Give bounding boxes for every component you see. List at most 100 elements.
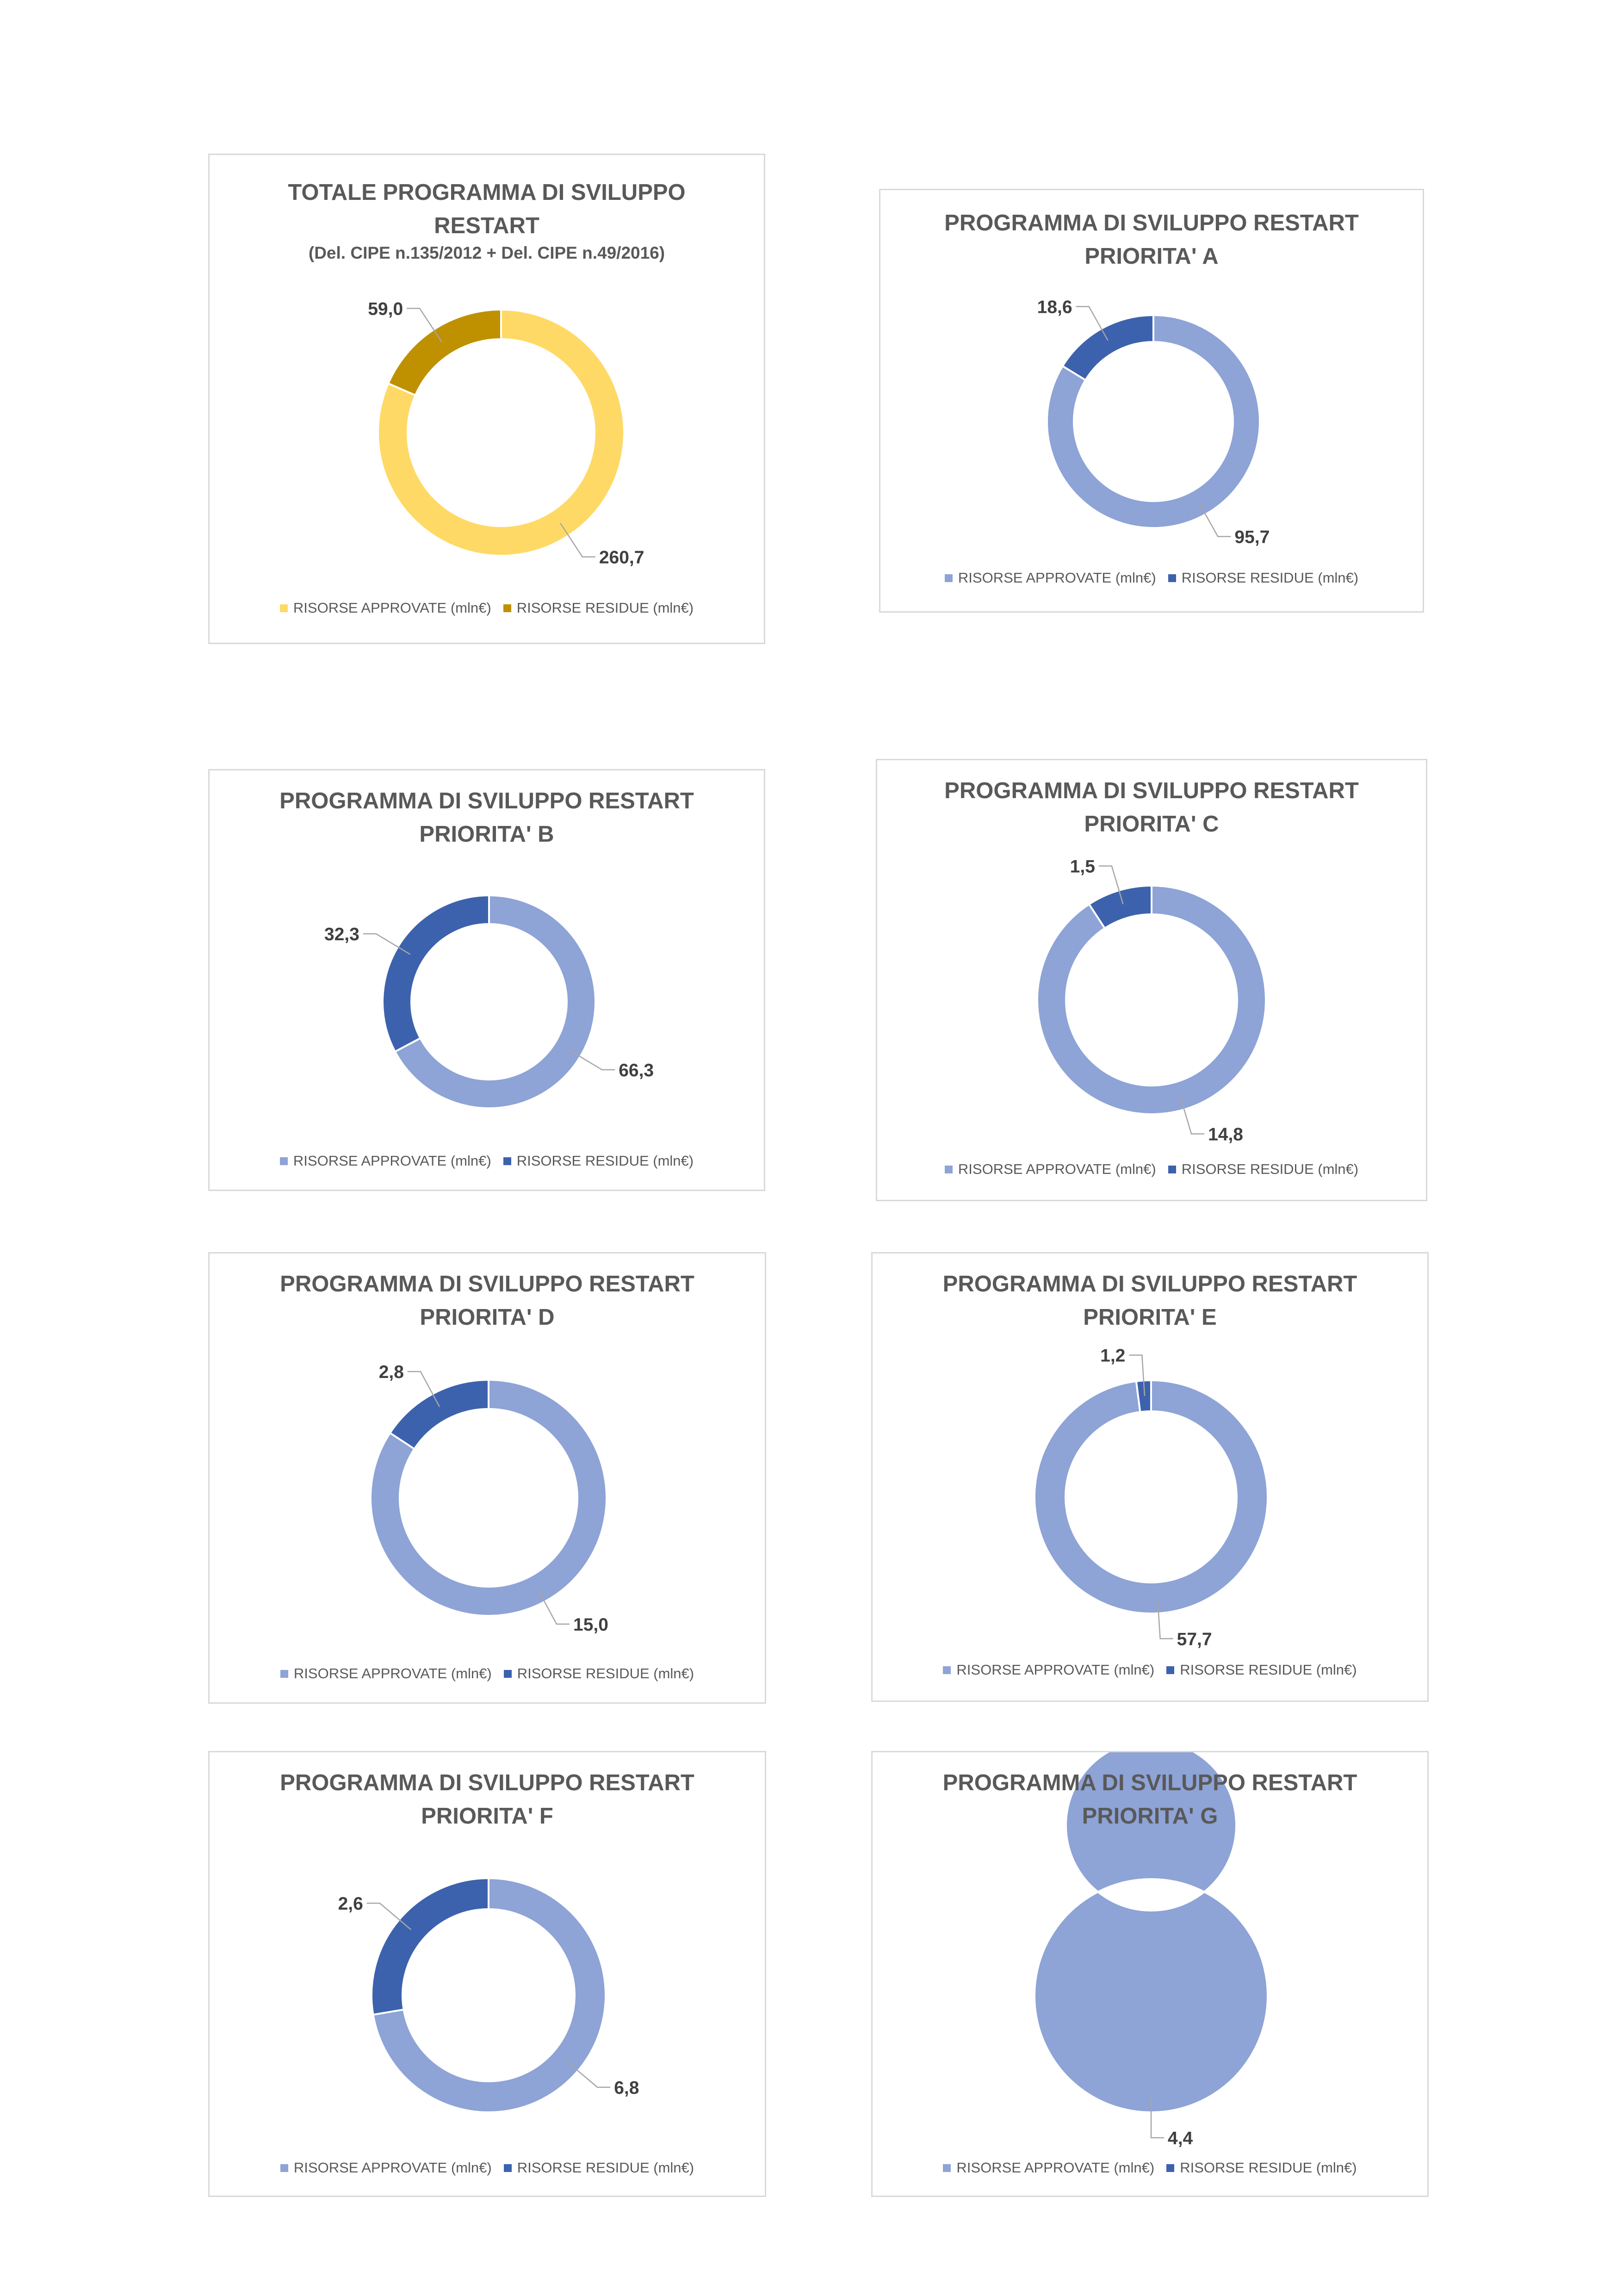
donut-chart-priorita-a: 95,7 18,6 xyxy=(1037,297,1270,547)
legend-swatch-residue xyxy=(503,2164,512,2172)
donut-slice-residue xyxy=(1061,314,1154,381)
data-label-residue: 1,5 xyxy=(1070,857,1095,877)
chart-title: PROGRAMMA DI SVILUPPO RESTART PRIORITA' … xyxy=(880,206,1423,273)
legend-swatch-residue xyxy=(503,604,511,612)
chart-title-line-1: PROGRAMMA DI SVILUPPO RESTART xyxy=(279,788,694,813)
chart-legend: RISORSE APPROVATE (mln€) RISORSE RESIDUE… xyxy=(210,1153,764,1169)
data-label-leader-line xyxy=(1179,1095,1205,1135)
data-label-residue: 2,8 xyxy=(379,1362,404,1382)
data-label-leader-line xyxy=(537,1589,570,1625)
legend-label-residue: RISORSE RESIDUE (mln€) xyxy=(1181,570,1359,586)
donut-slice-approvate xyxy=(1036,885,1267,1115)
legend-swatch-residue xyxy=(1166,2164,1175,2172)
legend-label-approvate: RISORSE APPROVATE (mln€) xyxy=(293,2159,492,2176)
legend-swatch-approvate xyxy=(279,1157,288,1165)
donut-slice-residue xyxy=(382,894,490,1053)
legend-item-approvate: RISORSE APPROVATE (mln€) xyxy=(943,1662,1154,1678)
chart-panel-priorita-d: 15,0 2,8 PROGRAMMA DI SVILUPPO RESTART PR… xyxy=(208,1252,766,1704)
donut-chart-totale: 260,7 59,0 xyxy=(368,299,644,568)
legend-item-residue: RISORSE RESIDUE (mln€) xyxy=(503,600,694,616)
legend-label-approvate: RISORSE APPROVATE (mln€) xyxy=(956,2159,1155,2176)
chart-title: PROGRAMMA DI SVILUPPO RESTART PRIORITA' … xyxy=(873,1766,1427,1833)
data-label-approvate: 57,7 xyxy=(1177,1629,1212,1649)
legend-item-approvate: RISORSE APPROVATE (mln€) xyxy=(944,1161,1156,1178)
donut-chart-priorita-c: 14,8 1,5 xyxy=(1036,857,1267,1144)
chart-title: TOTALE PROGRAMMA DI SVILUPPO RESTART xyxy=(210,176,764,242)
legend-item-residue: RISORSE RESIDUE (mln€) xyxy=(503,1665,694,1682)
legend-swatch-approvate xyxy=(944,1165,953,1173)
donut-chart-priorita-g: 4,4 xyxy=(1033,1752,1269,2148)
legend-item-residue: RISORSE RESIDUE (mln€) xyxy=(1168,570,1358,586)
data-label-residue: 18,6 xyxy=(1037,297,1072,317)
data-label-leader-line xyxy=(1198,502,1231,537)
data-label-leader-line xyxy=(1150,2097,1164,2139)
chart-title-line-2: RESTART xyxy=(434,213,539,238)
legend-label-approvate: RISORSE APPROVATE (mln€) xyxy=(293,1665,492,1682)
chart-subtitle: (Del. CIPE n.135/2012 + Del. CIPE n.49/2… xyxy=(308,243,665,262)
donut-slice-residue xyxy=(387,309,502,397)
data-label-leader-line xyxy=(560,523,595,558)
data-label-leader-line xyxy=(1157,1597,1173,1639)
data-label-leader-line xyxy=(1129,1354,1146,1396)
legend-label-residue: RISORSE RESIDUE (mln€) xyxy=(517,2159,694,2176)
chart-title-line-2: PRIORITA' E xyxy=(1083,1305,1217,1330)
chart-legend: RISORSE APPROVATE (mln€) RISORSE RESIDUE… xyxy=(880,570,1423,586)
legend-swatch-approvate xyxy=(280,2164,288,2172)
legend-item-residue: RISORSE RESIDUE (mln€) xyxy=(503,2159,694,2176)
legend-label-approvate: RISORSE APPROVATE (mln€) xyxy=(956,1662,1155,1678)
data-label-approvate: 66,3 xyxy=(619,1061,654,1080)
data-label-approvate: 4,4 xyxy=(1168,2128,1193,2148)
data-label-approvate: 14,8 xyxy=(1208,1124,1243,1144)
donut-slice-approvate xyxy=(1046,314,1261,529)
chart-title-line-2: PRIORITA' B xyxy=(419,822,554,847)
legend-item-approvate: RISORSE APPROVATE (mln€) xyxy=(943,2159,1154,2176)
chart-title: PROGRAMMA DI SVILUPPO RESTART PRIORITA' … xyxy=(210,1267,765,1334)
data-label-approvate: 15,0 xyxy=(573,1615,608,1635)
legend-item-residue: RISORSE RESIDUE (mln€) xyxy=(503,1153,694,1169)
data-label-approvate: 260,7 xyxy=(599,548,644,568)
chart-panel-priorita-b: 66,3 32,3 PROGRAMMA DI SVILUPPO RESTART P… xyxy=(208,769,765,1191)
legend-item-approvate: RISORSE APPROVATE (mln€) xyxy=(280,2159,492,2176)
legend-item-approvate: RISORSE APPROVATE (mln€) xyxy=(944,570,1156,586)
legend-label-approvate: RISORSE APPROVATE (mln€) xyxy=(958,570,1156,586)
chart-title-line-1: PROGRAMMA DI SVILUPPO RESTART xyxy=(944,778,1359,803)
legend-label-residue: RISORSE RESIDUE (mln€) xyxy=(1180,1662,1357,1678)
legend-item-residue: RISORSE RESIDUE (mln€) xyxy=(1166,2159,1357,2176)
chart-panel-priorita-c: 14,8 1,5 PROGRAMMA DI SVILUPPO RESTART PR… xyxy=(876,759,1427,1201)
chart-title-line-2: PRIORITA' A xyxy=(1084,244,1219,269)
legend-label-residue: RISORSE RESIDUE (mln€) xyxy=(516,1153,694,1169)
data-label-residue: 1,2 xyxy=(1100,1346,1125,1366)
legend-label-residue: RISORSE RESIDUE (mln€) xyxy=(1180,2159,1357,2176)
donut-slice-residue xyxy=(389,1379,489,1450)
legend-item-approvate: RISORSE APPROVATE (mln€) xyxy=(280,1665,492,1682)
legend-swatch-residue xyxy=(1166,1666,1175,1674)
legend-label-approvate: RISORSE APPROVATE (mln€) xyxy=(958,1161,1156,1177)
data-label-leader-line xyxy=(567,1049,615,1071)
donut-slice-approvate xyxy=(394,894,596,1109)
legend-item-residue: RISORSE RESIDUE (mln€) xyxy=(1166,1662,1357,1678)
chart-title-line-1: PROGRAMMA DI SVILUPPO RESTART xyxy=(280,1272,694,1297)
data-label-residue: 2,6 xyxy=(338,1894,363,1914)
data-label-leader-line xyxy=(407,1371,440,1407)
chart-legend: RISORSE APPROVATE (mln€) RISORSE RESIDUE… xyxy=(873,2159,1427,2176)
chart-title-line-2: PRIORITA' G xyxy=(1082,1804,1218,1829)
chart-title-line-1: PROGRAMMA DI SVILUPPO RESTART xyxy=(944,211,1359,236)
chart-panel-priorita-a: 95,7 18,6 PROGRAMMA DI SVILUPPO RESTART P… xyxy=(879,189,1424,613)
data-label-leader-line xyxy=(1098,865,1124,905)
donut-chart-priorita-b: 66,3 32,3 xyxy=(324,894,654,1109)
chart-title-line-1: PROGRAMMA DI SVILUPPO RESTART xyxy=(942,1272,1357,1297)
chart-legend: RISORSE APPROVATE (mln€) RISORSE RESIDUE… xyxy=(210,1665,765,1682)
donut-slice-residue xyxy=(1088,885,1152,930)
donut-slice-approvate xyxy=(1034,1379,1269,1614)
chart-title-line-2: PRIORITA' D xyxy=(420,1305,555,1330)
donut-chart-priorita-e: 57,7 1,2 xyxy=(1034,1346,1269,1649)
chart-legend: RISORSE APPROVATE (mln€) RISORSE RESIDUE… xyxy=(873,1662,1427,1678)
donut-slice-residue xyxy=(1135,1379,1152,1413)
legend-label-residue: RISORSE RESIDUE (mln€) xyxy=(516,600,694,616)
chart-title: PROGRAMMA DI SVILUPPO RESTART PRIORITA' … xyxy=(873,1267,1427,1334)
legend-item-residue: RISORSE RESIDUE (mln€) xyxy=(1168,1161,1358,1178)
chart-title: PROGRAMMA DI SVILUPPO RESTART PRIORITA' … xyxy=(877,774,1426,841)
legend-swatch-approvate xyxy=(280,1669,288,1678)
data-label-approvate: 6,8 xyxy=(614,2078,639,2098)
legend-swatch-approvate xyxy=(944,574,953,582)
